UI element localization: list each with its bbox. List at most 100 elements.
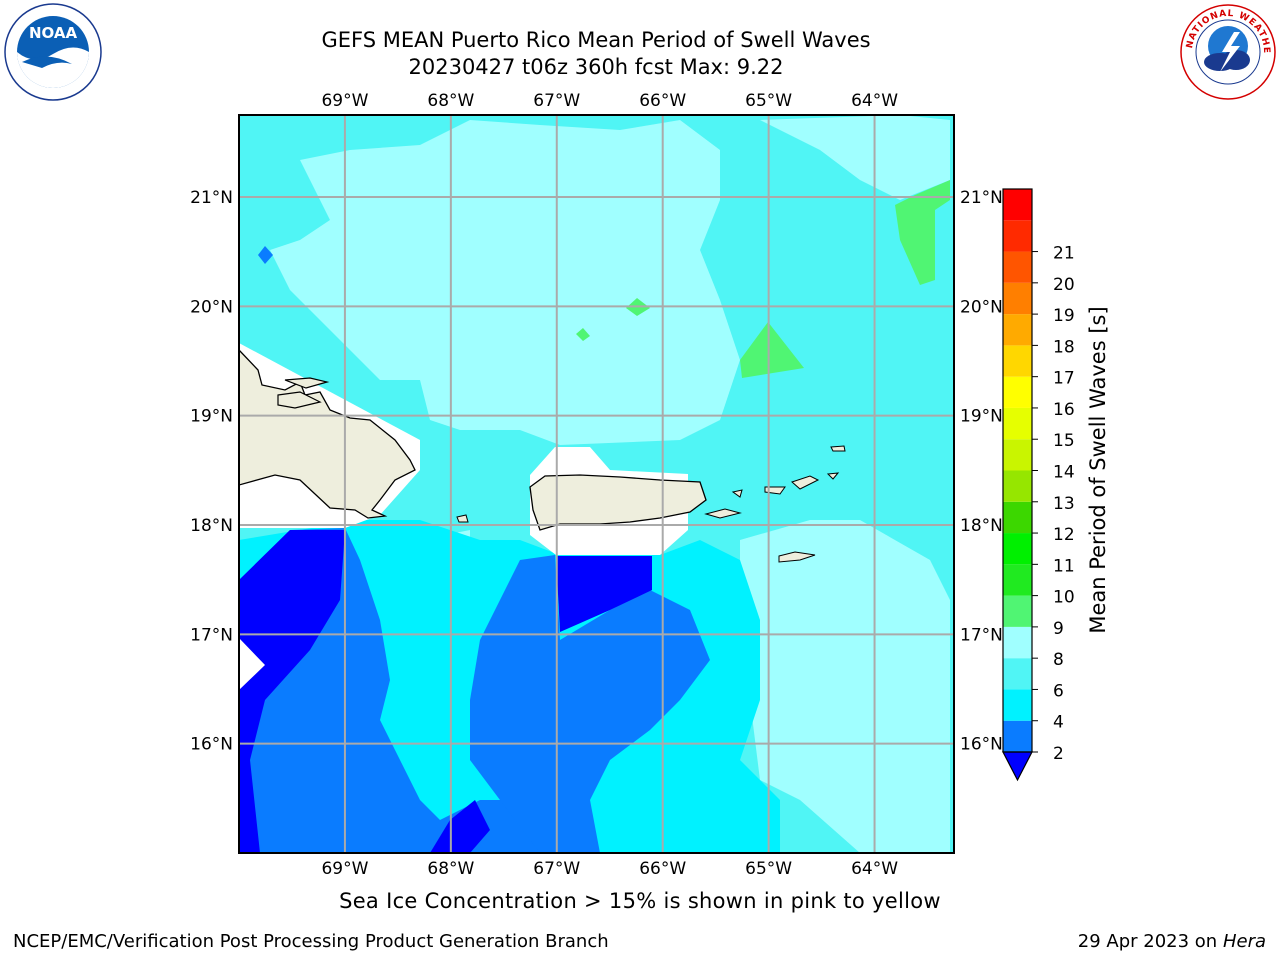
field-9-10-spot2	[576, 328, 590, 341]
footer-date: 29 Apr 2023 on Hera	[1078, 931, 1266, 952]
colorbar-tick-label: 17	[1053, 369, 1075, 389]
field-2-4-spot	[258, 246, 273, 264]
colorbar-band	[1003, 251, 1032, 283]
mona-island	[456, 514, 469, 523]
colorbar-tick-label: 18	[1053, 337, 1075, 357]
colorbar-tick-label: 4	[1053, 713, 1064, 733]
field-8-9-southeast	[740, 520, 950, 853]
colorbar-band	[1003, 626, 1032, 659]
footer-date-text: 29 Apr 2023 on	[1077, 931, 1223, 952]
colorbar-band	[1003, 220, 1032, 252]
field-8-9-north	[270, 120, 740, 445]
lat-label-left: 19°N	[190, 407, 233, 427]
colorbar-band	[1003, 345, 1032, 377]
colorbar-band	[1003, 720, 1032, 752]
field-lt2-south	[430, 800, 490, 853]
vieques-island	[704, 508, 742, 519]
tortola-island	[791, 475, 820, 490]
colorbar-tick-label: 2	[1053, 744, 1064, 764]
lat-labels-left: 21°N 20°N 19°N 18°N 17°N 16°N	[190, 188, 233, 755]
colorbar-band	[1003, 595, 1032, 627]
lat-label-right: 21°N	[960, 188, 1003, 208]
lon-label-bottom: 64°W	[851, 859, 898, 879]
lat-labels-right: 21°N 20°N 19°N 18°N 17°N 16°N	[960, 188, 1003, 755]
sea-ice-note: Sea Ice Concentration > 15% is shown in …	[339, 889, 941, 913]
colorbar-tick-label: 21	[1053, 244, 1075, 264]
lat-label-right: 17°N	[960, 625, 1003, 645]
noaa-logo: NOAA	[4, 3, 102, 101]
colorbar-band	[1003, 470, 1032, 502]
colorbar-band	[1003, 376, 1032, 408]
colorbar-tick-label: 9	[1053, 619, 1064, 639]
map-subtitle: 20230427 t06z 360h fcst Max: 9.22	[408, 55, 784, 79]
lon-label-top: 65°W	[745, 91, 792, 111]
tortuga-island	[277, 391, 322, 409]
gridlines	[239, 115, 954, 853]
colorbar-tick-label: 16	[1053, 400, 1075, 420]
lon-label-bottom: 65°W	[745, 859, 792, 879]
colorbar-band	[1003, 564, 1032, 596]
lat-label-left: 21°N	[190, 188, 233, 208]
virgin-gorda-island	[826, 472, 840, 480]
colorbar-tick-label: 13	[1053, 494, 1075, 514]
lon-label-bottom: 67°W	[533, 859, 580, 879]
map-title: GEFS MEAN Puerto Rico Mean Period of Swe…	[321, 28, 871, 52]
map-fields	[239, 115, 954, 853]
colorbar-band	[1003, 314, 1032, 346]
lon-label-top: 66°W	[639, 91, 686, 111]
culebra-island	[731, 489, 743, 498]
nws-logo: NATIONAL WEATHER SERVICE	[1178, 2, 1276, 100]
lon-labels-top: 69°W 68°W 67°W 66°W 65°W 64°W	[321, 91, 898, 111]
colorbar-band	[1003, 189, 1032, 221]
colorbar-band	[1003, 282, 1032, 315]
st-croix-island	[778, 551, 816, 563]
lat-label-right: 18°N	[960, 516, 1003, 536]
colorbar-band	[1003, 439, 1032, 471]
lon-label-bottom: 69°W	[321, 859, 368, 879]
lat-label-right: 16°N	[960, 735, 1003, 755]
footer-host: Hera	[1222, 931, 1266, 952]
field-9-10-east	[740, 322, 804, 378]
lat-label-right: 19°N	[960, 407, 1003, 427]
colorbar-band	[1003, 407, 1032, 440]
north-coast	[284, 377, 330, 389]
colorbar-band	[1003, 689, 1032, 721]
st-thomas-island	[764, 486, 786, 495]
colorbar-tick-label: 11	[1053, 556, 1075, 576]
lat-label-left: 16°N	[190, 735, 233, 755]
anegada-island	[830, 445, 846, 452]
footer-credit: NCEP/EMC/Verification Post Processing Pr…	[13, 931, 609, 952]
colorbar: 2 4 6 8 9 10 11 12 13 14 15 16 17 18 19 20 21	[1002, 188, 1075, 782]
lon-label-top: 68°W	[427, 91, 474, 111]
map-frame	[238, 114, 955, 854]
colorbar-label: Mean Period of Swell Waves [s]	[1086, 306, 1110, 633]
colorbar-tick-label: 20	[1053, 275, 1075, 295]
lon-label-bottom: 68°W	[427, 859, 474, 879]
colorbar-extend-arrow	[1002, 751, 1033, 782]
colorbar-band	[1003, 658, 1032, 690]
field-9-10-ne	[895, 180, 950, 285]
noaa-logo-text: NOAA	[29, 24, 78, 42]
lon-label-top: 67°W	[533, 91, 580, 111]
field-lt2-west	[239, 530, 345, 853]
colorbar-tick-label: 19	[1053, 306, 1075, 326]
colorbar-tick-label: 12	[1053, 525, 1075, 545]
colorbar-band	[1003, 533, 1032, 565]
colorbar-tick-label: 8	[1053, 650, 1064, 670]
lon-label-top: 69°W	[321, 91, 368, 111]
lat-label-right: 20°N	[960, 297, 1003, 317]
lat-label-left: 20°N	[190, 297, 233, 317]
field-lt2-south-pr	[556, 556, 652, 632]
lon-label-bottom: 66°W	[639, 859, 686, 879]
lon-label-top: 64°W	[851, 91, 898, 111]
colorbar-tick-label: 14	[1053, 463, 1075, 483]
colorbar-tick-label: 6	[1053, 681, 1064, 701]
lat-label-left: 18°N	[190, 516, 233, 536]
lat-label-left: 17°N	[190, 625, 233, 645]
colorbar-tick-label: 10	[1053, 588, 1075, 608]
colorbar-tick-label: 15	[1053, 431, 1075, 451]
mask-southwest	[239, 638, 265, 690]
field-2-4-central	[470, 555, 710, 853]
lon-labels-bottom: 69°W 68°W 67°W 66°W 65°W 64°W	[321, 859, 898, 879]
